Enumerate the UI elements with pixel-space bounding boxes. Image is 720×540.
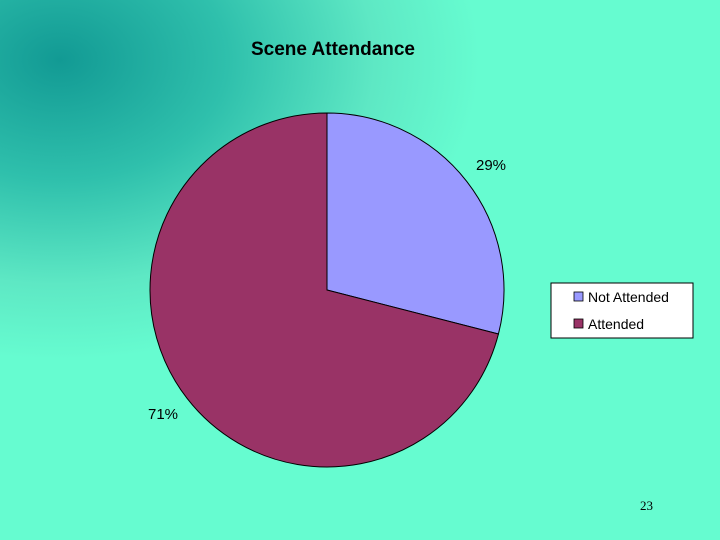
pie-slice-attended bbox=[149, 112, 500, 468]
data-label-not-attended: 29% bbox=[476, 157, 506, 174]
pie-slices bbox=[149, 112, 505, 468]
data-label-attended: 71% bbox=[148, 406, 178, 423]
legend-swatch-attended bbox=[573, 318, 584, 329]
legend-swatch-not-attended bbox=[573, 291, 584, 302]
pie-slice-not-attended bbox=[326, 112, 505, 335]
legend-label-not-attended: Not Attended bbox=[588, 289, 669, 305]
legend: Not Attended Attended bbox=[550, 282, 694, 339]
legend-label-attended: Attended bbox=[588, 316, 644, 332]
page-number: 23 bbox=[640, 498, 653, 513]
chart-title: Scene Attendance bbox=[251, 39, 415, 60]
